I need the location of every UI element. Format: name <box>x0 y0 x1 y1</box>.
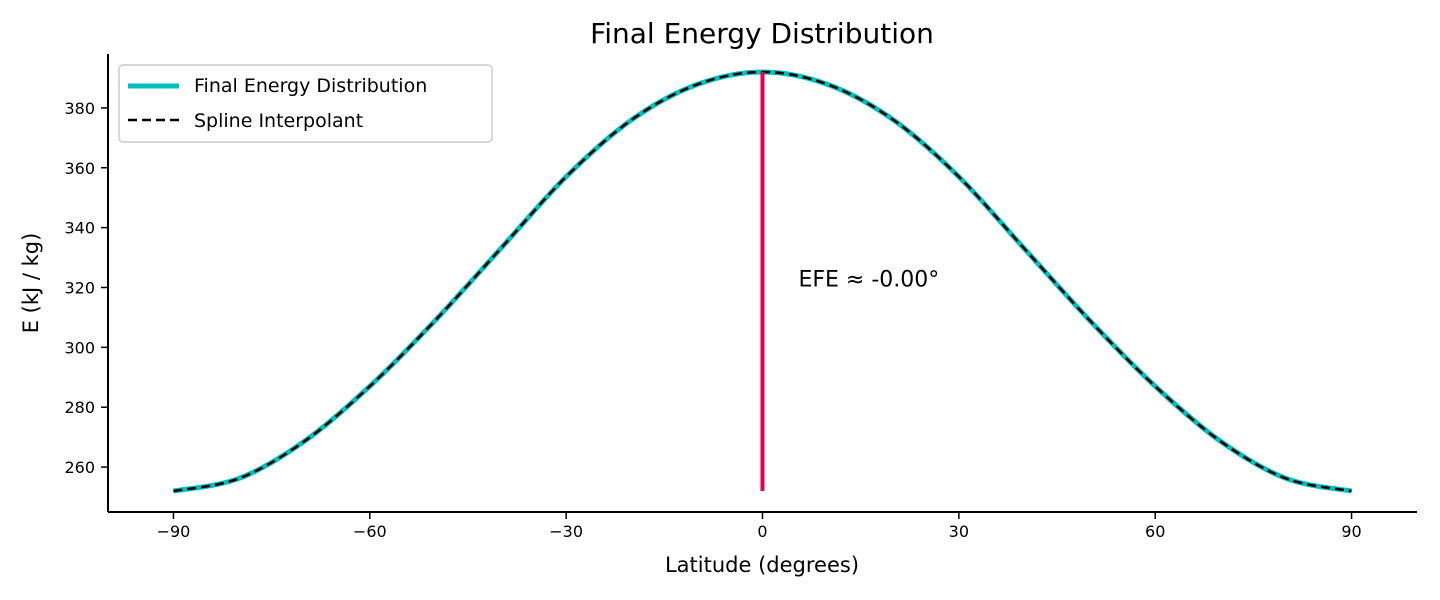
x-tick-label: 0 <box>757 522 767 541</box>
x-tick-label: 90 <box>1341 522 1361 541</box>
y-tick-label: 260 <box>64 458 95 477</box>
series-layer <box>172 69 1353 494</box>
efe-annotation: EFE ≈ -0.00° <box>798 268 939 293</box>
series-line-spline <box>173 70 1352 493</box>
legend-label-final-energy: Final Energy Distribution <box>194 75 427 97</box>
y-ticks: 260 280 300 320 340 360 380 <box>64 99 108 477</box>
chart-title: Final Energy Distribution <box>590 17 934 50</box>
x-tick-label: 30 <box>949 522 969 541</box>
y-tick-label: 360 <box>64 159 95 178</box>
x-ticks: −90 −60 −30 0 30 60 90 <box>157 512 1362 541</box>
y-axis-label: E (kJ / kg) <box>19 233 43 334</box>
y-tick-label: 300 <box>64 338 95 357</box>
x-tick-label: −90 <box>157 522 191 541</box>
x-tick-label: −60 <box>353 522 387 541</box>
x-tick-label: 60 <box>1145 522 1165 541</box>
x-axis-label: Latitude (degrees) <box>665 553 859 577</box>
y-tick-label: 380 <box>64 99 95 118</box>
y-tick-label: 320 <box>64 278 95 297</box>
y-tick-label: 280 <box>64 398 95 417</box>
legend: Final Energy Distribution Spline Interpo… <box>118 64 493 143</box>
y-tick-label: 340 <box>64 219 95 238</box>
x-tick-label: −30 <box>549 522 583 541</box>
legend-label-spline: Spline Interpolant <box>194 110 363 132</box>
legend-box <box>118 64 493 143</box>
